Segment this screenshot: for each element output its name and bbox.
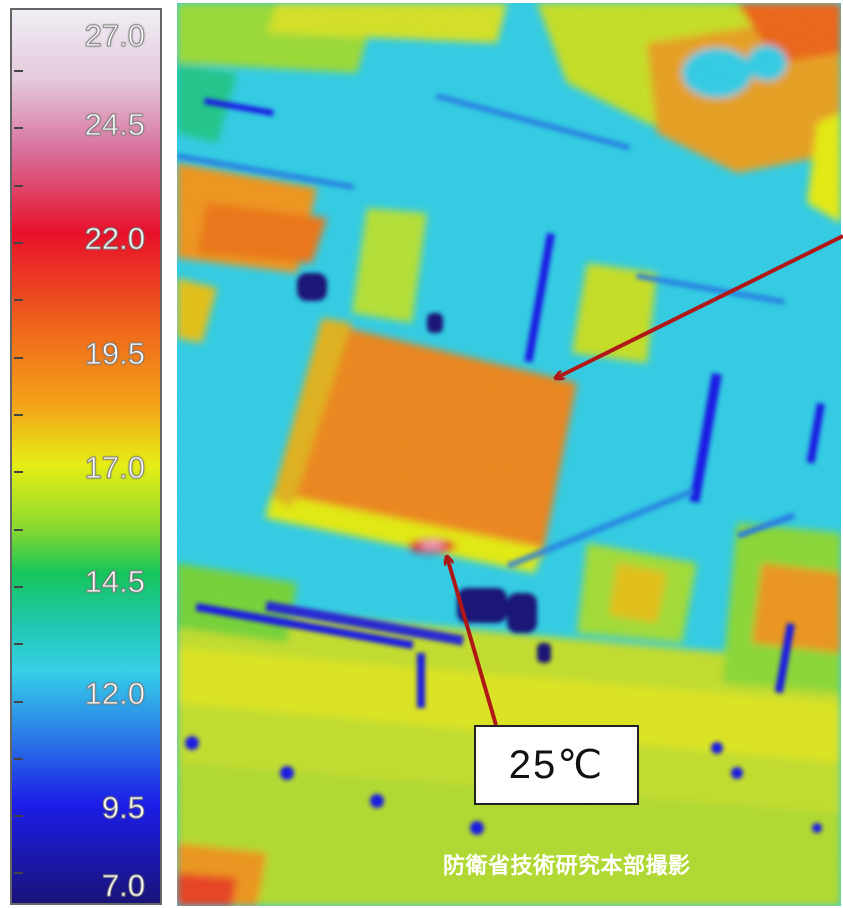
legend-label-12: 12.0 xyxy=(84,676,145,712)
color-gradient xyxy=(12,10,160,903)
legend-label-24-5: 24.5 xyxy=(84,107,145,143)
thermal-aerial-image xyxy=(177,3,841,906)
legend-tick xyxy=(14,643,23,645)
legend-tick xyxy=(14,471,23,473)
legend-tick xyxy=(14,357,23,359)
legend-tick xyxy=(14,70,23,72)
legend-label-7: 7.0 xyxy=(101,868,145,904)
thermal-image-svg xyxy=(177,3,841,906)
legend-label-22: 22.0 xyxy=(84,221,145,257)
legend-tick xyxy=(14,185,23,187)
legend-tick xyxy=(14,127,23,129)
photo-credit: 防衛省技術研究本部撮影 xyxy=(443,854,691,879)
legend-label-14-5: 14.5 xyxy=(84,564,145,600)
legend-label-19-5: 19.5 xyxy=(84,336,145,372)
legend-tick xyxy=(14,815,23,817)
temperature-scale-legend: 27.0 24.5 22.0 19.5 17.0 14.5 12.0 9.5 7… xyxy=(10,8,162,905)
legend-label-9-5: 9.5 xyxy=(101,790,145,826)
temperature-callout: 25℃ xyxy=(474,725,639,805)
legend-tick xyxy=(14,414,23,416)
legend-tick xyxy=(14,758,23,760)
legend-label-17: 17.0 xyxy=(84,450,145,486)
temperature-value: 25℃ xyxy=(508,743,605,787)
legend-label-27: 27.0 xyxy=(84,18,145,54)
legend-tick xyxy=(14,872,23,874)
legend-tick xyxy=(14,586,23,588)
legend-tick xyxy=(14,299,23,301)
legend-tick xyxy=(14,242,23,244)
legend-tick xyxy=(14,701,23,703)
legend-tick xyxy=(14,529,23,531)
